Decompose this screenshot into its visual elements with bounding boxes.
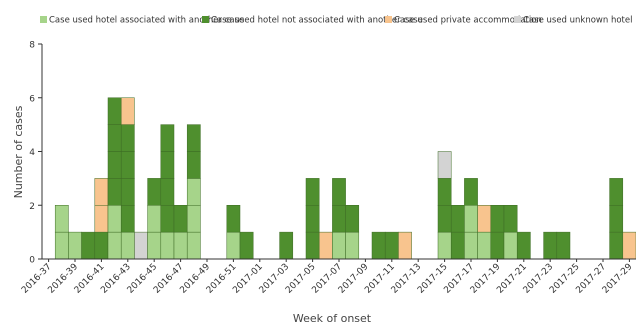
y-tick-label: 2: [29, 202, 35, 212]
bar-segment-2017-03-series-2: [279, 231, 294, 260]
bar-segment-2017-05-series-2: [305, 231, 320, 260]
bar-segment-2017-18-series-3: [477, 205, 492, 233]
bar-segment-2017-24-series-2: [556, 231, 571, 260]
legend-label-series-1: Case used hotel associated with another …: [49, 16, 244, 26]
bar-segment-2016-51-series-2: [226, 205, 241, 233]
bar-segment-2016-42-series-1: [107, 231, 122, 260]
bar-segment-2016-46-series-2: [160, 124, 175, 152]
bar-segment-2017-17-series-1: [464, 231, 478, 260]
bar-segment-2017-17-series-2: [464, 178, 478, 206]
bar-segment-2016-43-series-2: [120, 151, 135, 179]
bar-segment-2016-42-series-2: [107, 178, 122, 206]
bar-segment-2016-41-series-3: [94, 178, 109, 206]
bar-segment-2017-17-series-1: [464, 205, 478, 233]
bar-segment-2016-38-series-1: [54, 231, 69, 260]
bar-segment-2016-48-series-1: [186, 205, 201, 233]
bar-segment-2017-07-series-1: [332, 231, 346, 260]
bar-segment-2017-07-series-2: [332, 178, 346, 206]
legend-swatch-series-1: [40, 16, 47, 23]
bar-segment-2017-16-series-2: [450, 205, 465, 233]
bar-segment-2016-42-series-2: [107, 97, 122, 125]
bar-segment-2016-48-series-2: [186, 124, 201, 152]
bar-segment-2016-43-series-1: [120, 231, 135, 260]
bar-segment-2016-43-series-2: [120, 124, 135, 152]
y-tick-label: 4: [29, 148, 35, 158]
bar-segment-2016-42-series-1: [107, 205, 122, 233]
bar-segment-2016-46-series-1: [160, 231, 175, 260]
bar-segment-2016-38-series-1: [54, 205, 69, 233]
bar-segment-2017-19-series-2: [490, 205, 505, 233]
bar-segment-2016-43-series-3: [120, 97, 135, 125]
bar-segment-2017-19-series-2: [490, 231, 505, 260]
bar-segment-2017-08-series-2: [345, 205, 360, 233]
bar-segment-2016-46-series-2: [160, 178, 175, 206]
bar-segment-2016-43-series-2: [120, 205, 135, 233]
bar-segment-2017-08-series-1: [345, 231, 360, 260]
bar-segment-2017-11-series-2: [384, 231, 399, 260]
bar-segment-2017-12-series-3: [398, 231, 412, 260]
bar-segment-2016-47-series-2: [173, 205, 188, 233]
bar-segment-2017-28-series-2: [609, 205, 624, 233]
bar-segment-2016-43-series-2: [120, 178, 135, 206]
bar-segment-2017-23-series-2: [543, 231, 558, 260]
bar-segment-2016-46-series-2: [160, 205, 175, 233]
bar-segment-2016-42-series-2: [107, 124, 122, 152]
y-tick-label: 6: [29, 94, 35, 104]
legend-swatch-series-4: [514, 16, 521, 23]
bar-segment-2017-15-series-2: [437, 205, 452, 233]
legend-label-series-2: Case used hotel not associated with anot…: [211, 16, 423, 26]
bar-segment-2017-15-series-4: [437, 151, 452, 179]
bar-segment-2017-05-series-2: [305, 178, 320, 206]
bar-segment-2017-05-series-2: [305, 205, 320, 233]
bar-segment-2017-18-series-1: [477, 231, 492, 260]
x-axis-title: Week of onset: [293, 312, 372, 325]
legend-swatch-series-3: [385, 16, 392, 23]
bar-segment-2017-16-series-2: [450, 231, 465, 260]
y-axis-title: Number of cases: [12, 105, 25, 198]
bar-segment-2016-47-series-1: [173, 231, 188, 260]
bar-segment-2016-41-series-3: [94, 205, 109, 233]
bar-segment-2016-45-series-1: [147, 231, 162, 260]
bar-segment-2017-28-series-2: [609, 231, 624, 260]
bar-segment-2016-51-series-1: [226, 231, 241, 260]
bar-segment-2017-06-series-3: [318, 231, 333, 260]
bar-segment-2016-40-series-2: [81, 231, 96, 260]
bar-segment-2017-07-series-2: [332, 205, 346, 233]
legend-swatch-series-2: [202, 16, 209, 23]
bar-segment-2016-41-series-2: [94, 231, 109, 260]
legend: Case used hotel associated with another …: [40, 16, 632, 26]
bar-segment-2016-48-series-1: [186, 231, 201, 260]
bar-segment-2016-39-series-1: [68, 231, 82, 260]
bar-segment-2017-20-series-2: [503, 205, 518, 233]
bar-segment-2016-46-series-2: [160, 151, 175, 179]
bar-segment-2016-48-series-1: [186, 178, 201, 206]
bar-segment-2017-10-series-2: [371, 231, 386, 260]
legend-label-series-3: Case used private accommodation: [394, 16, 542, 26]
bar-segment-2017-20-series-1: [503, 231, 518, 260]
bar-segment-2016-42-series-2: [107, 151, 122, 179]
bar-segment-2016-48-series-2: [186, 151, 201, 179]
legend-label-series-4: Case used unknown hotel: [523, 16, 632, 26]
bar-segment-2016-44-series-4: [134, 231, 148, 260]
bar-segment-2017-15-series-2: [437, 178, 452, 206]
y-tick-label: 8: [29, 41, 35, 51]
bars-layer: [54, 97, 636, 260]
bar-segment-2017-21-series-2: [516, 231, 531, 260]
bar-segment-2016-52-series-2: [239, 231, 254, 260]
y-tick-label: 0: [29, 256, 35, 266]
bar-segment-2017-29-series-3: [622, 231, 636, 260]
bar-segment-2016-45-series-1: [147, 205, 162, 233]
bar-segment-2017-15-series-1: [437, 231, 452, 260]
bar-segment-2017-28-series-2: [609, 178, 624, 206]
bar-segment-2016-45-series-2: [147, 178, 162, 206]
